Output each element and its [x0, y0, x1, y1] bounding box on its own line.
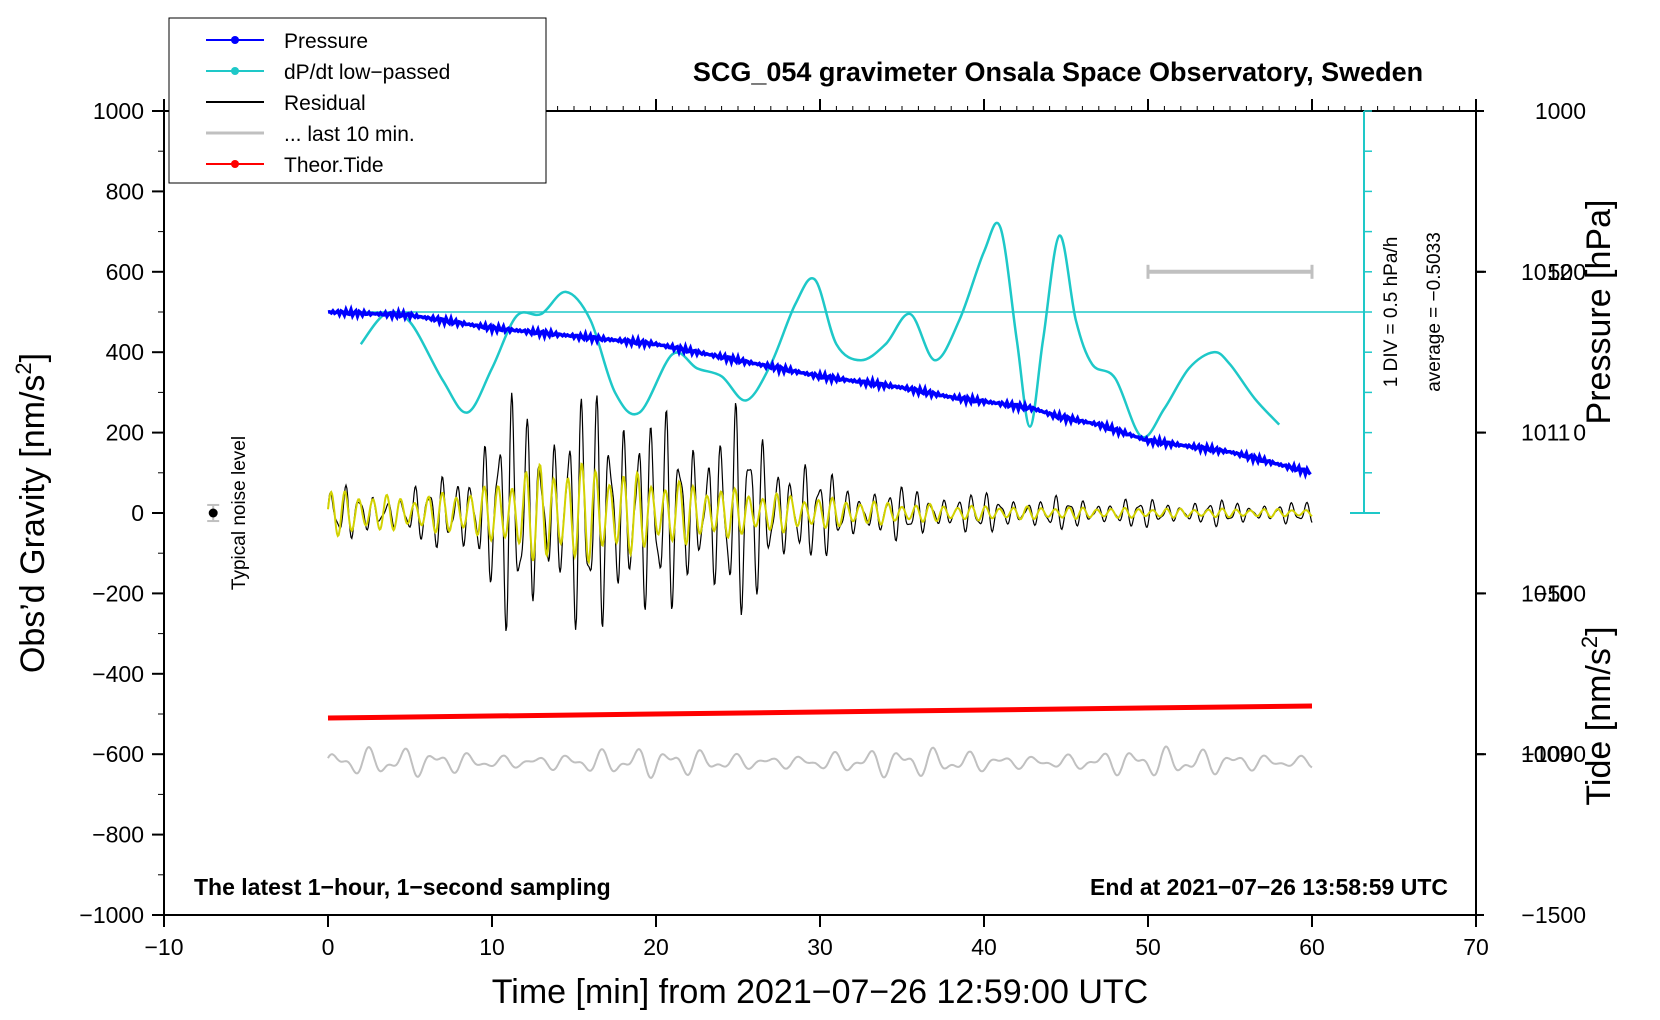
x-tick-label: 50: [1135, 934, 1161, 960]
y-axis-label-left-sup: 2: [11, 362, 36, 374]
y-tick-label: 400: [106, 339, 144, 365]
last10-series-line: [327, 745, 1313, 779]
legend-entries: Pressure dP/dt low−passed Residual ... last…: [206, 30, 450, 177]
tick-marks: [152, 99, 1486, 927]
dpdt-div-note: 1 DIV = 0.5 hPa/h: [1381, 237, 1402, 388]
tide-axis-label-end: ]: [1580, 626, 1618, 635]
tide-tick-label: −1500: [1521, 902, 1586, 928]
x-tick-label: 30: [807, 934, 833, 960]
legend-label: dP/dt low−passed: [284, 61, 450, 84]
legend-label: Pressure: [284, 30, 368, 53]
x-tick-label: 20: [643, 934, 669, 960]
y-tick-label: −1000: [79, 902, 144, 928]
bottom-right-note: End at 2021−07−26 13:58:59 UTC: [1090, 874, 1448, 900]
noise-level-label: Typical noise level: [229, 436, 250, 590]
pressure-series-line: [327, 304, 1312, 480]
pressure-tick-label: 1009: [1521, 741, 1572, 767]
x-tick-label: 60: [1299, 934, 1325, 960]
pressure-axis-label: Pressure [hPa]: [1580, 200, 1618, 425]
tide-tick-label: −500: [1534, 580, 1586, 606]
tide-tick-label: −1000: [1521, 741, 1586, 767]
y-axis-label-left-end: ]: [14, 353, 52, 362]
tide-tick-labels: 1000 500 0 −500 −1000 −1500: [1521, 98, 1586, 928]
y-axis-label-left-main: Obs’d Gravity [nm/s: [14, 375, 52, 674]
tide-tick-label: 0: [1573, 420, 1586, 446]
tide-tick-label: 500: [1548, 259, 1586, 285]
plot-frame: [163, 110, 1477, 916]
y-axis-label-left: Obs’d Gravity [nm/s2]: [11, 353, 52, 673]
x-tick-label: 40: [971, 934, 997, 960]
legend: Pressure dP/dt low−passed Residual ... last…: [168, 17, 547, 184]
dpdt-series-line: [359, 221, 1281, 439]
x-axis-label: Time [min] from 2021−07−26 12:59:00 UTC: [492, 973, 1148, 1011]
legend-label: Residual: [284, 92, 366, 115]
pressure-tick-labels: 1012 1011 1010 1009: [1521, 259, 1572, 767]
residual-series-line: [327, 392, 1313, 632]
bottom-left-note: The latest 1−hour, 1−second sampling: [194, 874, 611, 900]
legend-swatch-marker: [231, 160, 239, 168]
y-tick-label: −600: [92, 741, 144, 767]
filtered-residual-line: [327, 462, 1313, 566]
legend-label: ... last 10 min.: [284, 123, 415, 146]
x-tick-labels: −10 0 10 20 30 40 50 60 70: [144, 934, 1488, 960]
legend-box: [168, 17, 547, 184]
y-tick-label: 200: [106, 420, 144, 446]
dpdt-scale-ticks: [1350, 110, 1380, 514]
y-tick-labels: 1000 800 600 400 200 0 −200 −400 −600 −800 −1000: [79, 98, 144, 928]
pressure-tick-label: 1012: [1521, 259, 1572, 285]
x-tick-label: 70: [1463, 934, 1489, 960]
x-tick-label: 0: [322, 934, 335, 960]
x-tick-label: 10: [479, 934, 505, 960]
y-tick-label: 1000: [93, 98, 144, 124]
dpdt-average-note: average = −0.5033: [1424, 232, 1445, 392]
legend-swatch-marker: [231, 36, 239, 44]
x-tick-label: −10: [144, 934, 183, 960]
tide-axis-label: Tide [nm/s2]: [1577, 626, 1618, 805]
pressure-tick-label: 1010: [1521, 580, 1572, 606]
tide-tick-label: 1000: [1535, 98, 1586, 124]
chart-title: SCG_054 gravimeter Onsala Space Observat…: [693, 57, 1423, 87]
y-tick-label: −400: [92, 661, 144, 687]
y-tick-label: 0: [131, 500, 144, 526]
series-layer: [327, 221, 1364, 779]
y-tick-label: 800: [106, 178, 144, 204]
y-tick-label: −200: [92, 580, 144, 606]
tide-axis-label-main: Tide [nm/s: [1580, 648, 1618, 805]
y-tick-label: −800: [92, 822, 144, 848]
noise-dot: [208, 508, 218, 518]
legend-swatch-marker: [231, 67, 239, 75]
y-tick-label: 600: [106, 259, 144, 285]
tide-axis-label-sup: 2: [1577, 636, 1602, 648]
legend-label: Theor.Tide: [284, 154, 384, 177]
tide-series-line: [327, 703, 1313, 721]
pressure-tick-label: 1011: [1521, 420, 1570, 446]
noise-level-marker: [207, 503, 220, 523]
